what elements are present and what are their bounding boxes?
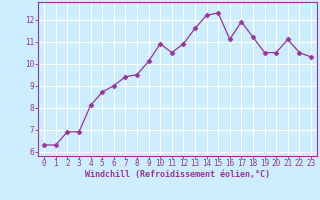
X-axis label: Windchill (Refroidissement éolien,°C): Windchill (Refroidissement éolien,°C) <box>85 170 270 179</box>
